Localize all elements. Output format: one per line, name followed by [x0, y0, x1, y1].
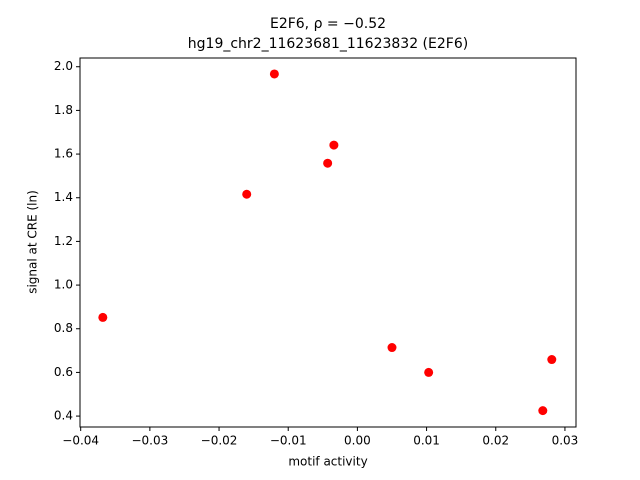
point: [242, 189, 252, 199]
y-tick-label: 1.4: [54, 190, 73, 204]
chart-title: E2F6, ρ = −0.52: [270, 16, 386, 32]
x-tick-label: −0.03: [131, 434, 168, 448]
x-axis-label: motif activity: [288, 455, 367, 469]
point: [269, 69, 279, 79]
x-tick-label: 0.02: [482, 434, 509, 448]
y-tick-label: 0.8: [54, 321, 73, 335]
x-tick-label: −0.04: [62, 434, 99, 448]
x-tick-label: 0.00: [344, 434, 371, 448]
point: [424, 367, 434, 377]
y-tick-label: 2.0: [54, 59, 73, 73]
x-tick-label: −0.02: [201, 434, 238, 448]
x-tick-label: 0.01: [413, 434, 440, 448]
chart-subtitle: hg19_chr2_11623681_11623832 (E2F6): [188, 36, 468, 52]
point: [547, 355, 557, 365]
y-tick-label: 0.6: [54, 365, 73, 379]
y-tick-label: 0.4: [54, 409, 73, 423]
x-tick-label: 0.03: [552, 434, 579, 448]
point: [323, 158, 333, 168]
plot-frame: [79, 57, 577, 428]
point: [538, 406, 548, 416]
y-tick-label: 1.8: [54, 103, 73, 117]
x-tick-label: −0.01: [270, 434, 307, 448]
point: [329, 140, 339, 150]
point: [98, 312, 108, 322]
y-axis-label: signal at CRE (ln): [26, 190, 40, 294]
y-tick-label: 1.6: [54, 147, 73, 161]
y-tick-label: 1.2: [54, 234, 73, 248]
point: [387, 343, 397, 353]
y-tick-label: 1.0: [54, 278, 73, 292]
